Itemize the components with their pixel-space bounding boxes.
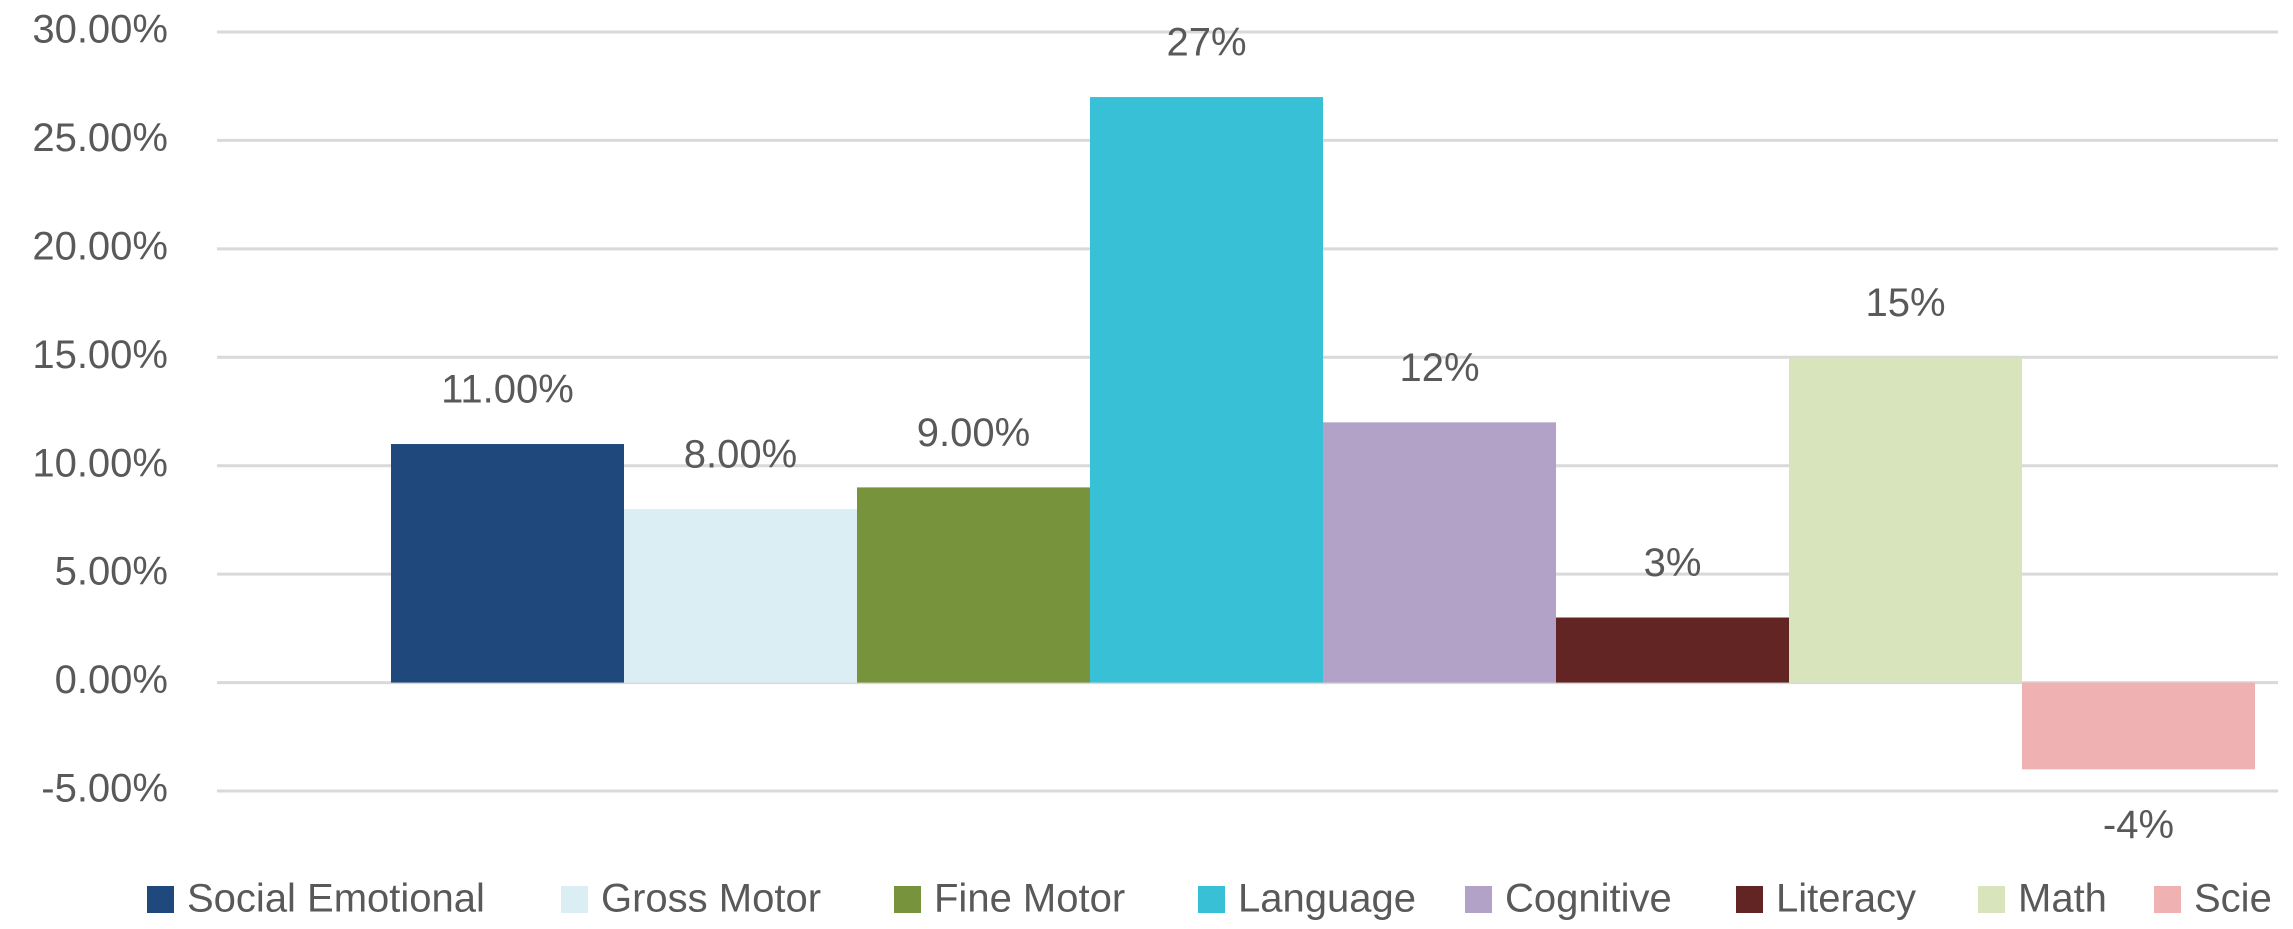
bar [857, 487, 1090, 683]
y-tick-label: 20.00% [32, 224, 168, 268]
data-label: 27% [1166, 21, 1246, 65]
bar [2022, 682, 2255, 770]
legend-swatch [894, 886, 921, 913]
data-label: 3% [1644, 541, 1702, 585]
data-label: 15% [1865, 281, 1945, 325]
legend-label: Scie [2194, 877, 2272, 921]
legend-swatch [1198, 886, 1225, 913]
data-label: 9.00% [917, 411, 1030, 455]
bar [391, 444, 624, 683]
bar [1090, 97, 1323, 683]
legend-label: Social Emotional [187, 877, 485, 921]
legend-swatch [1978, 886, 2005, 913]
legend-swatch [2154, 886, 2181, 913]
data-label: 11.00% [441, 368, 574, 412]
y-tick-label: 30.00% [32, 8, 168, 52]
legend-label: Gross Motor [601, 877, 821, 921]
y-tick-label: 0.00% [55, 658, 168, 702]
y-tick-label: 5.00% [55, 550, 168, 594]
legend-label: Language [1238, 877, 1416, 921]
legend-label: Math [2018, 877, 2107, 921]
legend-label: Literacy [1776, 877, 1916, 921]
legend-swatch [1736, 886, 1763, 913]
bar [1556, 617, 1789, 683]
legend-label: Cognitive [1505, 877, 1672, 921]
legend-swatch [1465, 886, 1492, 913]
bar [1323, 422, 1556, 683]
data-label: -4% [2103, 803, 2174, 847]
bar [1789, 357, 2022, 683]
y-tick-label: -5.00% [41, 767, 168, 811]
y-tick-label: 25.00% [32, 116, 168, 160]
y-tick-label: 10.00% [32, 441, 168, 485]
data-label: 12% [1399, 346, 1479, 390]
legend-label: Fine Motor [934, 877, 1125, 921]
legend-swatch [147, 886, 174, 913]
bar [624, 509, 857, 683]
data-label: 8.00% [684, 433, 797, 477]
y-tick-label: 15.00% [32, 333, 168, 377]
legend-swatch [561, 886, 588, 913]
